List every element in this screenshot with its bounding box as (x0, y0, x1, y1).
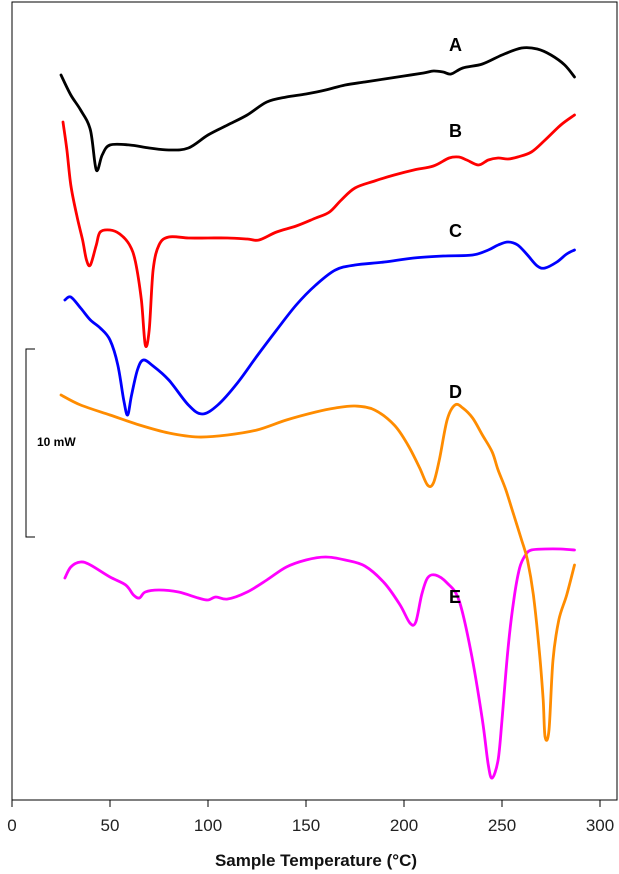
x-tick-label: 50 (101, 816, 120, 835)
series-label-b: B (449, 121, 462, 141)
series-line-d (59, 393, 576, 742)
series-label-a: A (449, 35, 462, 55)
scale-bar-bracket (25, 348, 35, 538)
x-tick-label: 0 (7, 816, 16, 835)
series-labels: A B C D E (449, 35, 462, 607)
series-line-b (61, 113, 576, 348)
x-tick-label: 150 (292, 816, 320, 835)
plot-frame-group (11, 1, 618, 801)
scale-bar: 10 mW (25, 348, 76, 538)
series-lines (59, 46, 576, 780)
x-tick-label: 300 (586, 816, 614, 835)
plot-frame (11, 1, 618, 801)
x-tick-label: 100 (194, 816, 222, 835)
series-label-c: C (449, 221, 462, 241)
series-line-a (59, 46, 576, 173)
x-tick-label: 250 (488, 816, 516, 835)
series-label-d: D (449, 382, 462, 402)
series-line-c (63, 240, 576, 417)
x-tick-label: 200 (390, 816, 418, 835)
x-axis: 0 50 100 150 200 250 300 (7, 800, 614, 835)
series-label-e: E (449, 587, 461, 607)
scale-bar-label: 10 mW (37, 435, 76, 449)
series-line-e (63, 547, 576, 780)
x-axis-title: Sample Temperature (°C) (215, 851, 417, 870)
